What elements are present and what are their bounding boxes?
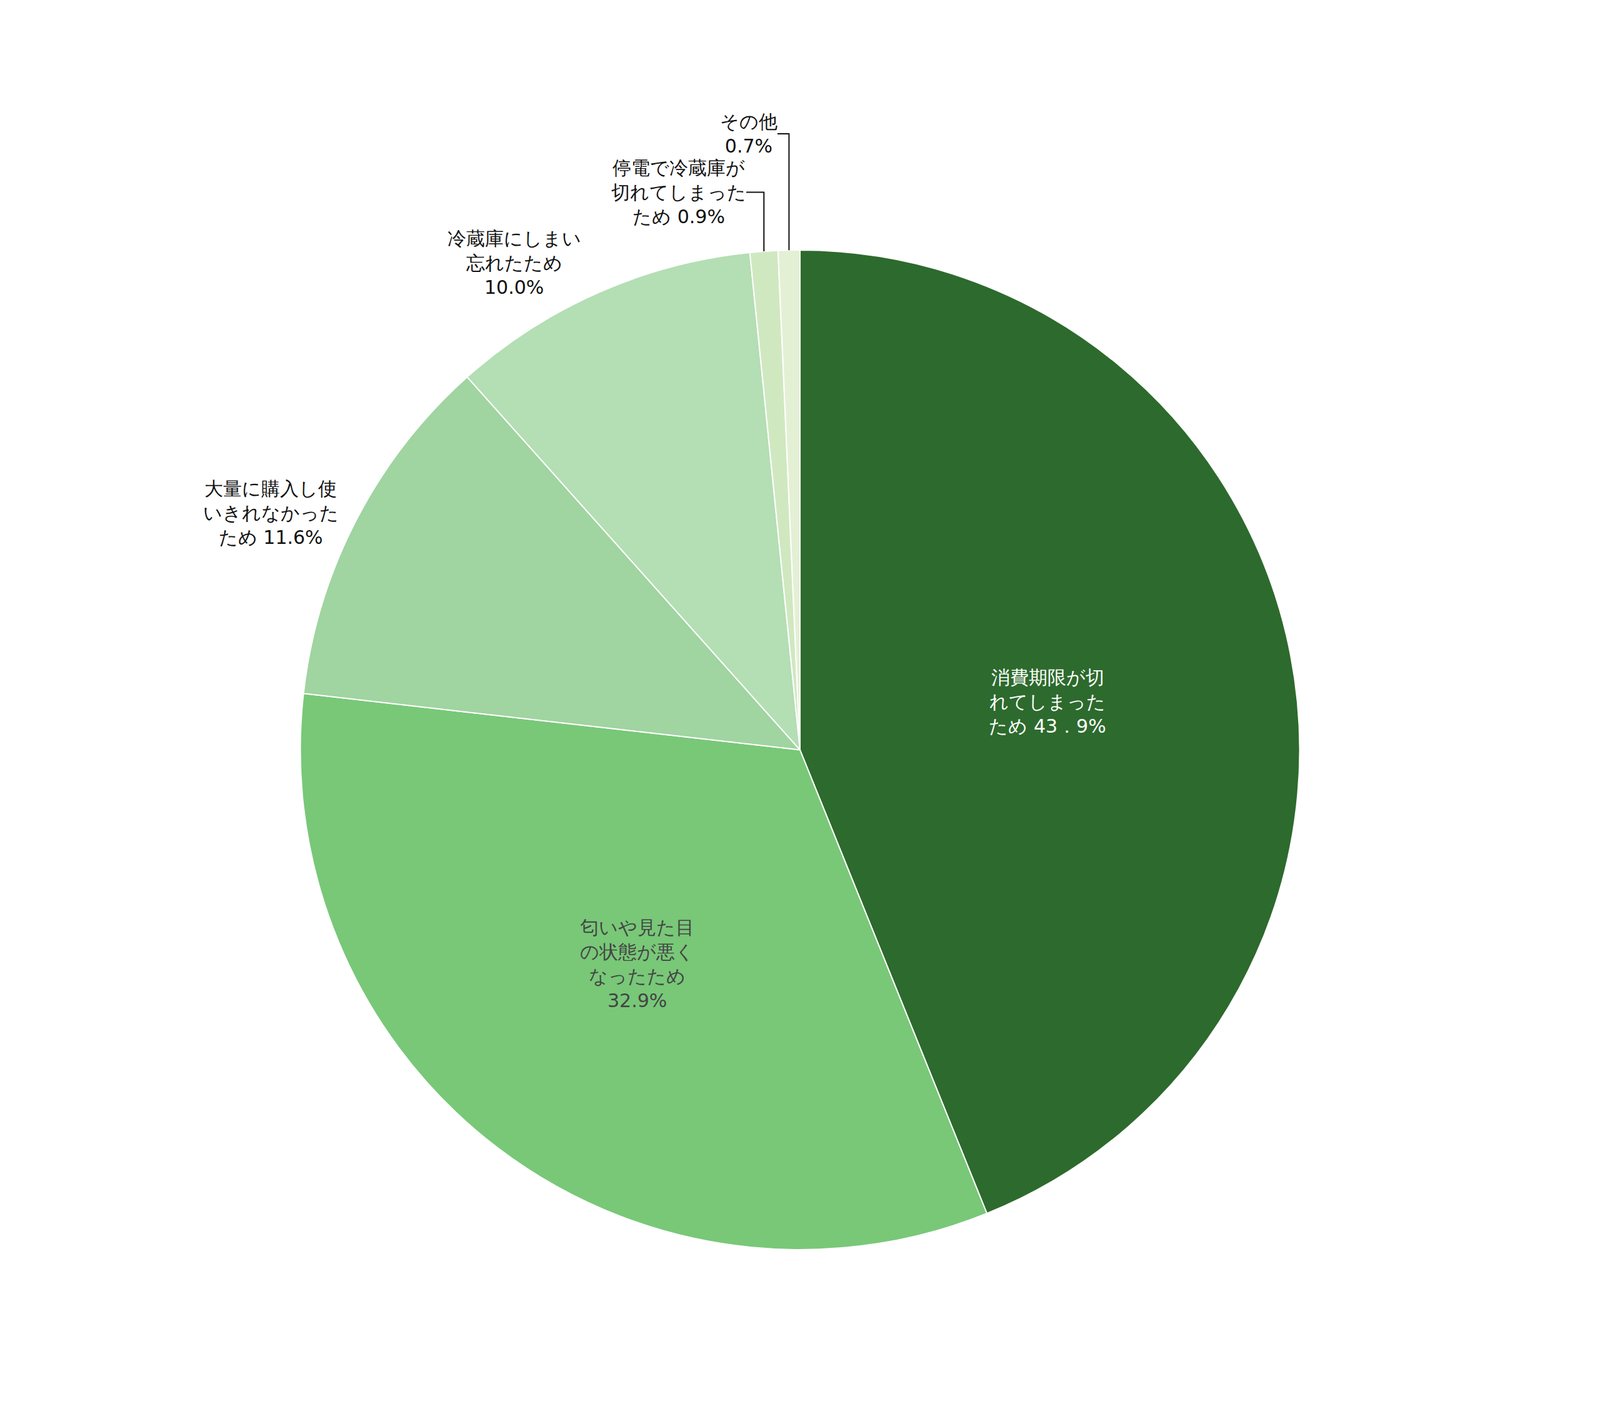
svg-text:冷蔵庫にしまい忘れたため10.0%: 冷蔵庫にしまい忘れたため10.0% — [447, 227, 582, 299]
svg-text:その他0.7%: その他0.7% — [720, 110, 778, 157]
svg-text:消費期限が切れてしまったため 43．9%: 消費期限が切れてしまったため 43．9% — [988, 666, 1106, 737]
svg-text:大量に購入し使いきれなかったため 11.6%: 大量に購入し使いきれなかったため 11.6% — [203, 477, 339, 549]
svg-text:匂いや見た目の状態が悪くなったため32.9%: 匂いや見た目の状態が悪くなったため32.9% — [580, 916, 695, 1012]
svg-text:停電で冷蔵庫が切れてしまったため 0.9%: 停電で冷蔵庫が切れてしまったため 0.9% — [611, 156, 747, 228]
